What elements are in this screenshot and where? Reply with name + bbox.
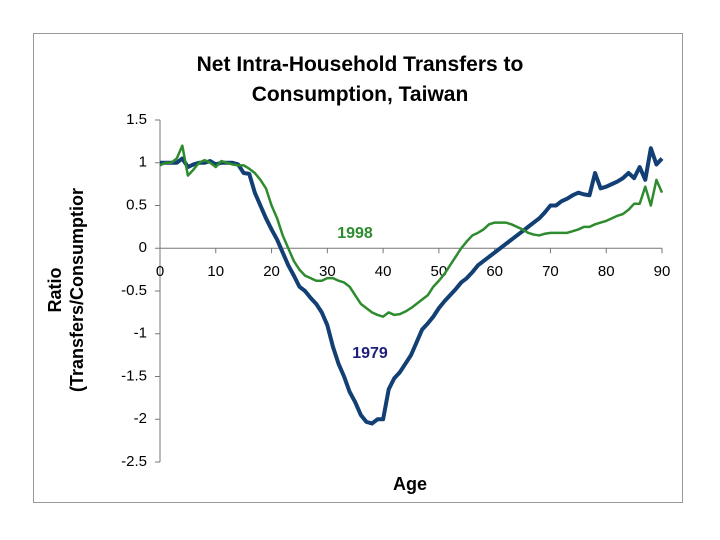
x-tick-label: 20 (263, 263, 280, 280)
y-tick-label: -0.5 (121, 282, 147, 299)
y-tick-label: -1.5 (121, 367, 147, 384)
annotation: 1998 (337, 225, 373, 242)
chart-frame (33, 33, 683, 503)
x-tick-label: 90 (654, 263, 671, 280)
x-tick-label: 30 (319, 263, 336, 280)
y-tick-label: 0.5 (126, 196, 147, 213)
chart-title: Net Intra-Household Transfers to Consump… (196, 53, 524, 106)
x-tick-label: 70 (542, 263, 559, 280)
x-axis-label: Age (392, 474, 427, 494)
x-tick-label: 40 (375, 263, 392, 280)
x-tick-label: 10 (207, 263, 224, 280)
y-axis-label: Ratio (Transfers/Consumptior (45, 187, 87, 393)
x-tick-label: 0 (156, 263, 164, 280)
series-line (160, 146, 664, 426)
y-tick-label: 1 (139, 154, 147, 171)
y-tick-label: -2 (134, 410, 147, 427)
series-line (159, 144, 664, 318)
y-tick-label: 0 (139, 239, 147, 256)
annotation: 1979 (352, 345, 388, 362)
y-tick-label: -2.5 (121, 453, 147, 470)
y-tick-label: 1.5 (126, 111, 147, 128)
x-tick-label: 80 (598, 263, 615, 280)
y-tick-label: -1 (134, 325, 147, 342)
x-tick-label: 60 (486, 263, 503, 280)
